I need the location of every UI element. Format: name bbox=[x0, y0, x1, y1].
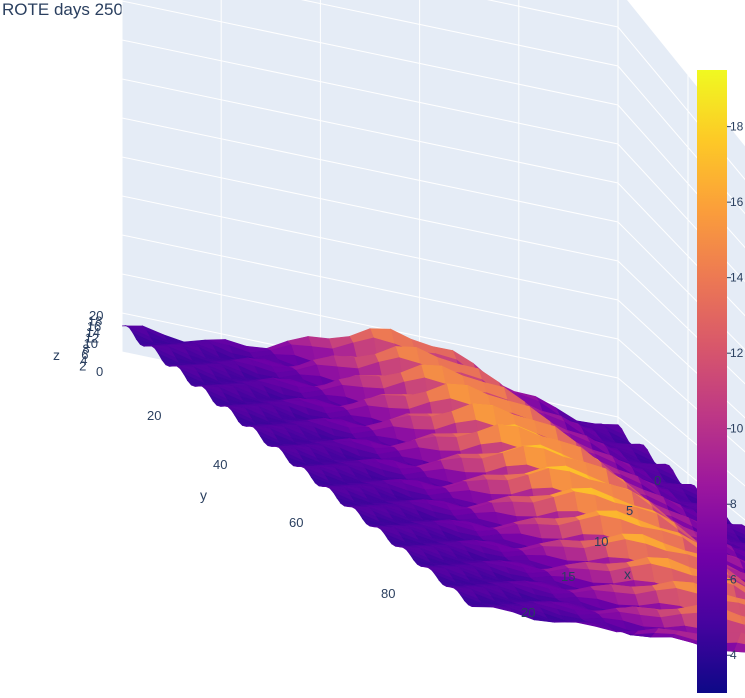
z-tick-label: 10 bbox=[84, 336, 98, 351]
colorbar-tick-label: 8 bbox=[730, 497, 737, 511]
surface-cell bbox=[460, 457, 486, 474]
x-tick-label: 5 bbox=[626, 503, 633, 518]
colorbar-ticks: 4 6 8 10 12 14 16 18 bbox=[727, 120, 744, 662]
x-axis-ticks: 0 5 10 15 20 bbox=[521, 473, 661, 620]
colorbar-tick-label: 12 bbox=[730, 346, 744, 360]
z-tick-label: 16 bbox=[87, 319, 101, 334]
z-tick-label: 20 bbox=[89, 308, 103, 323]
colorbar-tick-label: 16 bbox=[730, 195, 744, 209]
y-tick-label: 80 bbox=[381, 586, 395, 601]
y-axis-ticks: 20 40 60 80 bbox=[147, 408, 395, 601]
colorbar bbox=[697, 70, 727, 693]
z-tick-label: 12 bbox=[85, 330, 99, 345]
back-wall bbox=[122, 0, 618, 456]
surface-cell bbox=[468, 604, 493, 608]
surface-cell bbox=[511, 501, 537, 518]
colorbar-tick-label: 18 bbox=[730, 120, 744, 134]
surface-cell bbox=[537, 524, 563, 540]
surface-cell bbox=[562, 546, 588, 562]
colorbar-tick-label: 14 bbox=[730, 271, 744, 285]
colorbar-tick-label: 4 bbox=[730, 648, 737, 662]
surface-cell bbox=[409, 415, 435, 431]
z-tick-label: 4 bbox=[80, 353, 87, 368]
y-tick-label: 60 bbox=[289, 515, 303, 530]
x-tick-label: 0 bbox=[654, 473, 661, 488]
z-tick-label: 8 bbox=[82, 342, 89, 357]
z-tick-label: 14 bbox=[86, 325, 100, 340]
colorbar-tick-label: 6 bbox=[730, 573, 737, 587]
surface-cell bbox=[588, 569, 614, 585]
x-tick-label: 10 bbox=[594, 534, 608, 549]
y-tick-label: 20 bbox=[147, 408, 161, 423]
z-tick-label: 2 bbox=[79, 358, 86, 373]
surface-cell bbox=[435, 436, 461, 452]
surface-mesh bbox=[121, 325, 745, 653]
x-tick-label: 20 bbox=[521, 605, 535, 620]
y-axis-title: y bbox=[200, 487, 207, 503]
y-tick-label: 40 bbox=[213, 457, 227, 472]
z-axis-title: z bbox=[53, 347, 60, 363]
surface-cell bbox=[384, 395, 410, 410]
z-tick-label: 0 bbox=[96, 364, 103, 379]
z-tick-label: 18 bbox=[88, 314, 102, 329]
colorbar-tick-label: 10 bbox=[730, 422, 744, 436]
z-tick-label: 6 bbox=[81, 347, 88, 362]
surface-cell bbox=[486, 479, 512, 495]
x-axis-title: x bbox=[624, 566, 631, 582]
x-tick-label: 15 bbox=[561, 569, 575, 584]
